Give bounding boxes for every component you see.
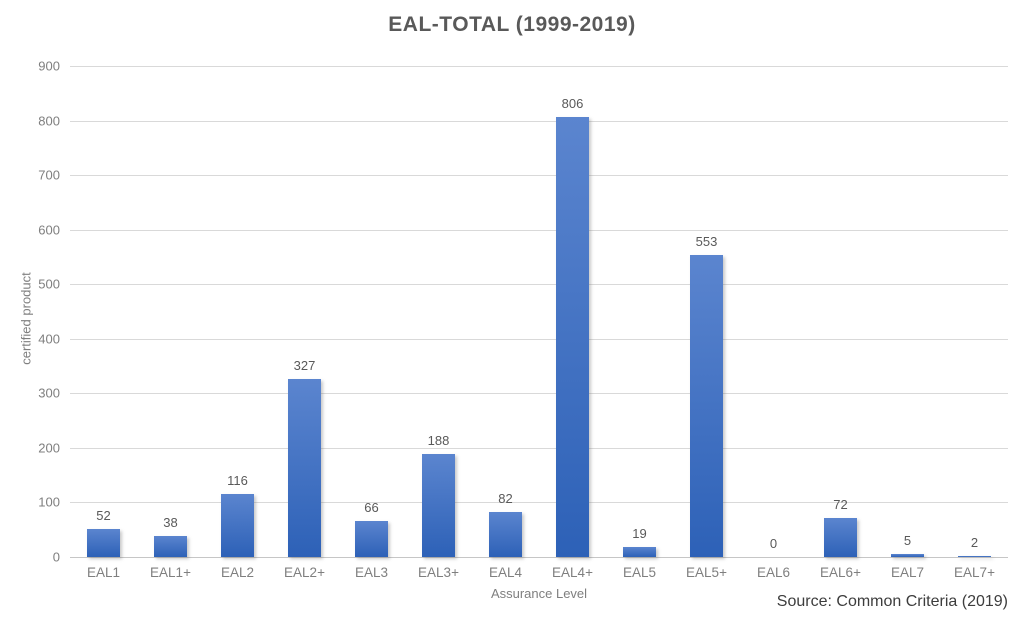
data-label-EAL7: 5 — [903, 533, 912, 549]
gridline-y-800 — [70, 120, 1008, 122]
data-label-EAL6: 0 — [769, 536, 778, 551]
data-label-EAL7+: 2 — [970, 534, 979, 550]
bar-EAL6+ — [824, 517, 857, 557]
gridline-y-200 — [70, 447, 1008, 449]
y-tick-label-200: 200 — [38, 440, 60, 456]
bar-EAL3 — [355, 521, 388, 557]
bar-EAL4+ — [556, 117, 589, 557]
y-tick-label-500: 500 — [38, 276, 60, 292]
x-tick-label-EAL5: EAL5 — [622, 565, 657, 580]
gridline-y-300 — [70, 393, 1008, 395]
gridline-y-400 — [70, 338, 1008, 340]
y-tick-label-300: 300 — [38, 385, 60, 401]
chart-title: EAL-TOTAL (1999-2019) — [388, 13, 636, 36]
data-label-EAL4: 82 — [498, 491, 513, 507]
y-tick-label-600: 600 — [38, 222, 60, 238]
x-tick-label-EAL4: EAL4 — [488, 565, 523, 580]
bar-EAL3+ — [422, 454, 455, 557]
y-tick-label-400: 400 — [38, 331, 60, 347]
data-label-EAL5: 19 — [632, 525, 647, 541]
bar-EAL2+ — [288, 378, 321, 557]
x-axis-title: Assurance Level — [490, 586, 588, 601]
x-tick-label-EAL3+: EAL3+ — [418, 565, 459, 580]
x-tick-label-EAL7: EAL7 — [890, 565, 925, 580]
bar-EAL1+ — [154, 536, 187, 557]
x-tick-label-EAL2+: EAL2+ — [284, 565, 325, 580]
bar-EAL5+ — [690, 255, 723, 557]
gridline-y-0 — [70, 557, 1008, 558]
data-label-EAL1: 52 — [96, 507, 111, 523]
x-tick-label-EAL7+: EAL7+ — [954, 565, 995, 580]
data-label-EAL2+: 327 — [293, 357, 316, 373]
plot-area: 52 38 116 327 66 188 82 806 19 553 0 72 5 2 — [70, 66, 1008, 558]
x-tick-label-EAL5+: EAL5+ — [686, 565, 727, 580]
gridline-y-700 — [70, 175, 1008, 177]
data-label-EAL6+: 72 — [833, 496, 848, 512]
y-axis-title: certified product — [18, 272, 34, 365]
data-label-EAL3: 66 — [364, 500, 379, 515]
y-tick-label-100: 100 — [38, 494, 60, 510]
x-tick-label-EAL1+: EAL1+ — [150, 565, 191, 580]
y-tick-label-900: 900 — [38, 58, 60, 74]
data-label-EAL5+: 553 — [695, 234, 718, 250]
bar-EAL7+ — [958, 555, 991, 557]
gridline-y-900 — [70, 66, 1008, 67]
bar-EAL5 — [623, 546, 656, 557]
data-label-EAL1+: 38 — [163, 515, 178, 531]
bar-EAL4 — [489, 512, 522, 557]
bar-EAL7 — [891, 554, 924, 557]
source-note: Source: Common Criteria (2019) — [776, 593, 1008, 610]
x-tick-label-EAL3: EAL3 — [354, 565, 389, 580]
gridline-y-100 — [70, 502, 1008, 504]
x-tick-label-EAL4+: EAL4+ — [552, 565, 593, 580]
x-tick-label-EAL2: EAL2 — [220, 565, 255, 580]
data-label-EAL2: 116 — [227, 472, 248, 488]
bar-EAL2 — [221, 493, 254, 557]
x-tick-label-EAL1: EAL1 — [86, 565, 121, 580]
gridline-y-600 — [70, 229, 1008, 231]
x-tick-label-EAL6+: EAL6+ — [820, 565, 861, 580]
x-tick-label-EAL6: EAL6 — [756, 565, 791, 580]
y-tick-label-700: 700 — [38, 167, 60, 183]
data-label-EAL3+: 188 — [427, 433, 450, 449]
data-label-EAL4+: 806 — [561, 96, 584, 112]
y-tick-label-0: 0 — [52, 549, 60, 565]
y-tick-label-800: 800 — [38, 113, 60, 129]
bar-EAL1 — [87, 528, 120, 557]
gridline-y-500 — [70, 284, 1008, 286]
